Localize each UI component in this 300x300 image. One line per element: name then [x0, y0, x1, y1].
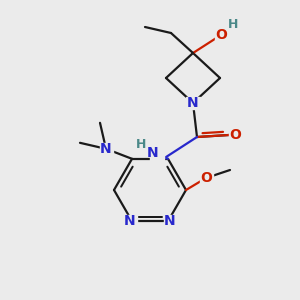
- Text: O: O: [229, 128, 241, 142]
- Bar: [100, 143, 112, 155]
- Text: N: N: [100, 142, 112, 156]
- Bar: [186, 97, 200, 109]
- Bar: [164, 215, 176, 227]
- Bar: [229, 129, 242, 141]
- Bar: [200, 172, 212, 184]
- Text: N: N: [124, 214, 136, 228]
- Text: O: O: [215, 28, 227, 42]
- Text: H: H: [136, 139, 146, 152]
- Bar: [124, 215, 136, 227]
- Text: N: N: [147, 146, 159, 160]
- Bar: [215, 29, 227, 41]
- Bar: [150, 149, 164, 161]
- Text: N: N: [187, 96, 199, 110]
- Text: O: O: [200, 171, 212, 185]
- Text: N: N: [164, 214, 176, 228]
- Text: H: H: [228, 19, 238, 32]
